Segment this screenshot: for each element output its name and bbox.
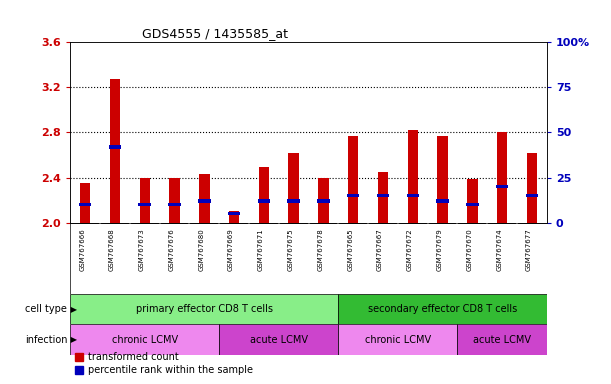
Bar — [110, 79, 120, 223]
Text: acute LCMV: acute LCMV — [250, 335, 308, 345]
Bar — [377, 194, 389, 197]
Bar — [406, 194, 419, 197]
Bar — [70, 294, 338, 324]
Bar — [348, 136, 359, 223]
Bar — [139, 178, 150, 223]
Bar — [70, 324, 219, 355]
Bar — [408, 130, 418, 223]
Bar — [258, 167, 269, 223]
Text: GSM767668: GSM767668 — [109, 228, 115, 271]
Text: ▶: ▶ — [68, 335, 78, 344]
Text: GSM767666: GSM767666 — [79, 228, 85, 271]
Text: GSM767669: GSM767669 — [228, 228, 234, 271]
Bar — [318, 178, 329, 223]
Bar — [347, 194, 359, 197]
Text: GSM767670: GSM767670 — [466, 228, 472, 271]
Bar — [338, 324, 458, 355]
Text: GSM767671: GSM767671 — [258, 228, 264, 271]
Text: GSM767676: GSM767676 — [169, 228, 175, 271]
Bar — [80, 183, 90, 223]
Bar — [228, 212, 240, 215]
Bar — [527, 153, 537, 223]
Bar — [338, 294, 547, 324]
Text: cell type: cell type — [25, 304, 67, 314]
Bar — [229, 212, 240, 223]
Bar — [258, 199, 270, 203]
Bar — [79, 203, 92, 206]
Bar — [496, 185, 508, 188]
Bar — [169, 178, 180, 223]
Text: GSM767680: GSM767680 — [199, 228, 204, 271]
Text: GDS4555 / 1435585_at: GDS4555 / 1435585_at — [142, 26, 288, 40]
Text: GSM767665: GSM767665 — [347, 228, 353, 271]
Bar — [317, 199, 330, 203]
Text: ▶: ▶ — [68, 305, 78, 314]
Bar — [139, 203, 151, 206]
Bar — [219, 324, 338, 355]
Bar — [458, 324, 547, 355]
Text: GSM767673: GSM767673 — [139, 228, 145, 271]
Bar — [288, 153, 299, 223]
Text: infection: infection — [24, 335, 67, 345]
Text: GSM767667: GSM767667 — [377, 228, 383, 271]
Bar — [466, 203, 478, 206]
Text: secondary effector CD8 T cells: secondary effector CD8 T cells — [368, 304, 518, 314]
Text: acute LCMV: acute LCMV — [473, 335, 531, 345]
Bar — [168, 203, 181, 206]
Text: primary effector CD8 T cells: primary effector CD8 T cells — [136, 304, 273, 314]
Bar — [467, 179, 478, 223]
Bar — [287, 199, 300, 203]
Text: chronic LCMV: chronic LCMV — [112, 335, 178, 345]
Text: GSM767675: GSM767675 — [288, 228, 294, 271]
Text: GSM767672: GSM767672 — [407, 228, 413, 271]
Legend: transformed count, percentile rank within the sample: transformed count, percentile rank withi… — [75, 353, 253, 375]
Bar — [109, 145, 121, 149]
Bar — [199, 174, 210, 223]
Bar — [497, 132, 507, 223]
Bar — [198, 199, 211, 203]
Text: GSM767677: GSM767677 — [526, 228, 532, 271]
Text: GSM767678: GSM767678 — [318, 228, 323, 271]
Text: GSM767679: GSM767679 — [437, 228, 442, 271]
Bar — [436, 199, 449, 203]
Bar — [525, 194, 538, 197]
Bar — [378, 172, 388, 223]
Text: chronic LCMV: chronic LCMV — [365, 335, 431, 345]
Text: GSM767674: GSM767674 — [496, 228, 502, 271]
Bar — [437, 136, 448, 223]
